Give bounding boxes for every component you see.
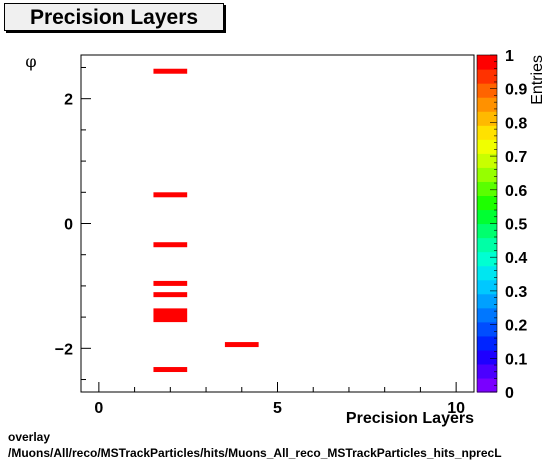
z-tick-label: 0.1 bbox=[505, 351, 527, 368]
z-tick-label: 0.4 bbox=[505, 250, 527, 267]
z-axis-label: Entries bbox=[529, 55, 546, 105]
z-tick-label: 0.8 bbox=[505, 115, 527, 132]
palette-swatch bbox=[477, 349, 497, 365]
palette-swatch bbox=[477, 265, 497, 281]
palette-swatch bbox=[477, 153, 497, 168]
heatmap-bin-7 bbox=[153, 367, 188, 373]
heatmap-bin-6 bbox=[224, 342, 259, 348]
palette-swatch bbox=[477, 223, 497, 239]
palette-swatch bbox=[477, 321, 497, 337]
heatmap-bin-5 bbox=[153, 308, 188, 323]
y-tick-label: 0 bbox=[64, 217, 73, 234]
heatmap-bin-0 bbox=[153, 68, 188, 74]
heatmap-bin-3 bbox=[153, 280, 188, 286]
x-axis-label: Precision Layers bbox=[346, 410, 474, 427]
z-tick-label: 0.2 bbox=[505, 318, 527, 335]
palette-swatch bbox=[477, 237, 497, 253]
z-tick-label: 0 bbox=[505, 385, 514, 402]
palette-swatch bbox=[477, 97, 497, 112]
plot-frame bbox=[80, 54, 475, 393]
x-tick-label: 5 bbox=[273, 400, 282, 417]
palette-swatch bbox=[477, 195, 497, 211]
footer-path: /Muons/All/reco/MSTrackParticles/hits/Mu… bbox=[8, 446, 502, 460]
palette-swatch bbox=[477, 181, 497, 197]
title-box: Precision Layers bbox=[4, 3, 224, 31]
z-tick-label: 0.9 bbox=[505, 82, 527, 99]
heatmap-bin-1 bbox=[153, 192, 188, 198]
z-tick-label: 0.6 bbox=[505, 183, 527, 200]
footer-overlay: overlay bbox=[8, 430, 51, 444]
palette-swatch bbox=[477, 139, 497, 154]
palette-swatch bbox=[477, 125, 497, 140]
palette-swatch bbox=[477, 69, 497, 84]
palette-swatch bbox=[477, 55, 497, 70]
palette-swatch bbox=[477, 167, 497, 182]
page-title: Precision Layers bbox=[29, 6, 199, 29]
z-tick-label: 0.5 bbox=[505, 217, 527, 234]
palette-swatch bbox=[477, 377, 497, 393]
palette-swatch bbox=[477, 83, 497, 98]
palette-swatch bbox=[477, 335, 497, 351]
palette-swatch bbox=[477, 279, 497, 295]
palette-swatch bbox=[477, 307, 497, 323]
x-tick-label: 10 bbox=[447, 400, 465, 417]
palette-swatch bbox=[477, 293, 497, 309]
palette-swatch bbox=[477, 209, 497, 225]
z-tick-label: 1 bbox=[505, 48, 514, 65]
y-axis-label: φ bbox=[25, 52, 36, 71]
palette-swatch bbox=[477, 251, 497, 267]
palette-swatch bbox=[477, 363, 497, 379]
heatmap-bin-2 bbox=[153, 242, 188, 248]
x-tick-label: 0 bbox=[94, 400, 103, 417]
y-tick-label: 2 bbox=[64, 92, 73, 109]
y-tick-label: −2 bbox=[55, 341, 73, 358]
z-tick-label: 0.3 bbox=[505, 284, 527, 301]
z-tick-label: 0.7 bbox=[505, 149, 527, 166]
palette-swatch bbox=[477, 111, 497, 126]
heatmap-bin-4 bbox=[153, 292, 188, 298]
